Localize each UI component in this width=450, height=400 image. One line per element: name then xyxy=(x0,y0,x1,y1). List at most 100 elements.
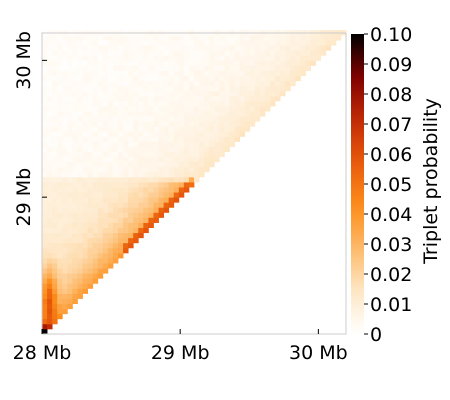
heatmap-cell xyxy=(118,237,124,244)
heatmap-cell xyxy=(254,100,261,107)
heatmap-cell xyxy=(305,40,311,46)
heatmap-cell xyxy=(229,111,235,117)
heatmap-cell xyxy=(72,90,78,97)
heatmap-cell xyxy=(92,55,99,61)
heatmap-cell xyxy=(153,141,159,147)
heatmap-cell xyxy=(102,217,109,223)
heatmap-cell xyxy=(118,95,124,102)
heatmap-cell xyxy=(168,126,175,132)
heatmap-cell xyxy=(72,70,78,76)
heatmap-cell xyxy=(163,70,170,76)
heatmap-cell xyxy=(123,116,129,122)
heatmap-cell xyxy=(112,75,119,82)
heatmap-cell xyxy=(133,192,139,198)
heatmap-cell xyxy=(67,247,73,254)
heatmap-cell xyxy=(229,106,235,112)
heatmap-cell xyxy=(47,308,53,315)
heatmap-cell xyxy=(219,116,225,122)
heatmap-cell xyxy=(62,131,68,137)
heatmap-cell xyxy=(118,202,124,208)
heatmap-cell xyxy=(183,85,190,92)
heatmap-cell xyxy=(275,65,281,71)
heatmap-cell xyxy=(102,166,109,173)
heatmap-cell xyxy=(158,111,164,117)
heatmap-cell xyxy=(158,35,164,41)
heatmap-cell xyxy=(123,126,129,132)
heatmap-cell xyxy=(143,131,149,137)
heatmap-cell xyxy=(92,80,99,87)
heatmap-cell xyxy=(62,151,68,158)
heatmap-cell xyxy=(244,75,251,82)
heatmap-cell xyxy=(173,126,180,132)
heatmap-cell xyxy=(254,80,261,87)
heatmap-cell xyxy=(194,40,200,46)
heatmap-cell xyxy=(168,202,175,208)
heatmap-cell xyxy=(229,75,235,82)
heatmap-cell xyxy=(62,106,68,112)
colorbar-tick-label: 0.04 xyxy=(370,204,412,226)
heatmap-cell xyxy=(290,80,296,87)
heatmap-cell xyxy=(158,106,164,112)
heatmap-cell xyxy=(143,55,149,61)
heatmap-cell xyxy=(57,192,63,198)
heatmap-cell xyxy=(77,237,83,244)
heatmap-cell xyxy=(67,146,73,152)
heatmap-cell xyxy=(62,80,68,87)
heatmap-cell xyxy=(97,35,104,41)
heatmap-cell xyxy=(194,35,200,41)
heatmap-cell xyxy=(143,192,149,198)
heatmap-cell xyxy=(219,95,225,102)
heatmap-cell xyxy=(188,60,195,66)
heatmap-cell xyxy=(138,156,144,163)
heatmap-cell xyxy=(183,50,190,56)
heatmap-cell xyxy=(42,298,48,304)
heatmap-cell xyxy=(295,35,301,41)
heatmap-cell xyxy=(153,197,159,203)
heatmap-cell xyxy=(153,95,159,102)
heatmap-cell xyxy=(173,60,180,66)
heatmap-cell xyxy=(214,126,220,132)
heatmap-cell xyxy=(87,247,94,254)
heatmap-cell xyxy=(72,100,78,107)
heatmap-cell xyxy=(52,176,58,183)
heatmap-cell xyxy=(82,85,88,92)
heatmap-cell xyxy=(67,35,73,41)
heatmap-cell xyxy=(92,85,99,92)
heatmap-cell xyxy=(178,75,185,82)
heatmap-cell xyxy=(128,166,134,173)
colorbar-tick-label: 0.01 xyxy=(370,294,412,316)
heatmap-cell xyxy=(128,232,134,239)
heatmap-cell xyxy=(123,85,129,92)
heatmap-cell xyxy=(264,65,271,71)
heatmap-cell xyxy=(239,85,246,92)
heatmap-cell xyxy=(52,141,58,147)
heatmap-cell xyxy=(199,136,205,142)
heatmap-cell xyxy=(270,45,276,51)
heatmap-cell xyxy=(214,90,220,97)
heatmap-cell xyxy=(168,192,175,198)
heatmap-cell xyxy=(148,111,154,117)
heatmap-cell xyxy=(42,136,48,142)
heatmap-cell xyxy=(290,35,296,41)
heatmap-cell xyxy=(234,111,240,117)
heatmap-cell xyxy=(102,187,109,193)
heatmap-cell xyxy=(107,222,114,228)
heatmap-cell xyxy=(194,50,200,56)
heatmap-cell xyxy=(87,65,94,71)
heatmap-cell xyxy=(204,111,210,117)
heatmap-cell xyxy=(209,45,215,51)
heatmap-cell xyxy=(102,212,109,218)
heatmap-cell xyxy=(87,268,94,274)
heatmap-cell xyxy=(204,85,210,92)
heatmap-cell xyxy=(138,35,144,41)
heatmap-cell xyxy=(87,202,94,208)
heatmap-cell xyxy=(163,187,170,193)
heatmap-cell xyxy=(102,80,109,87)
heatmap-cell xyxy=(77,151,83,158)
heatmap-cell xyxy=(67,237,73,244)
heatmap-cell xyxy=(264,40,271,46)
heatmap-cell xyxy=(194,156,200,163)
heatmap-cell xyxy=(295,70,301,76)
heatmap-cell xyxy=(107,126,114,132)
heatmap-cell xyxy=(214,131,220,137)
